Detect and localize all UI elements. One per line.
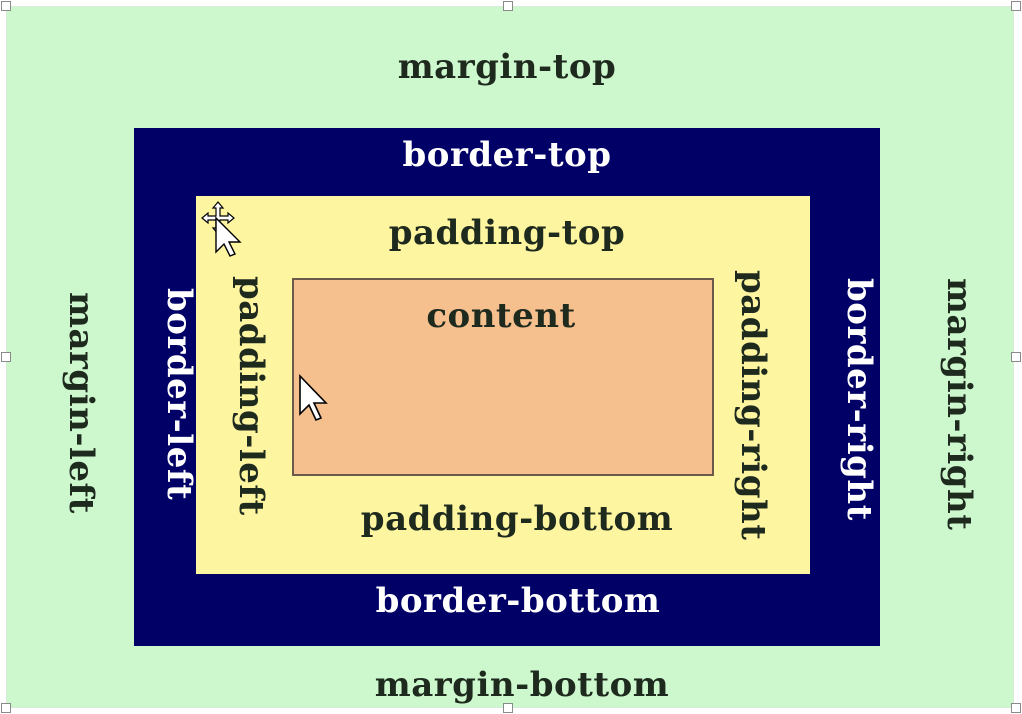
padding-right-label: padding-right — [733, 270, 773, 541]
arrow-cursor-icon — [299, 374, 328, 422]
margin-right-label: margin-right — [939, 278, 979, 531]
margin-bottom-label: margin-bottom — [374, 665, 670, 705]
content-label: content — [426, 296, 576, 336]
margin-left-label: margin-left — [61, 292, 101, 514]
resize-handle-bottom-right[interactable] — [1011, 703, 1021, 713]
resize-handle-top-left[interactable] — [1, 1, 11, 11]
resize-handle-bottom-center[interactable] — [503, 703, 513, 713]
padding-top-label: padding-top — [388, 213, 626, 253]
border-right-label: border-right — [839, 278, 879, 521]
resize-handle-middle-right[interactable] — [1011, 352, 1021, 362]
content-area — [292, 278, 714, 476]
resize-handle-middle-left[interactable] — [1, 352, 11, 362]
border-top-label: border-top — [402, 135, 612, 175]
padding-bottom-label: padding-bottom — [360, 499, 674, 539]
resize-handle-top-center[interactable] — [503, 1, 513, 11]
border-left-label: border-left — [159, 288, 199, 501]
margin-top-label: margin-top — [397, 47, 617, 87]
resize-handle-bottom-left[interactable] — [1, 703, 11, 713]
resize-handle-top-right[interactable] — [1011, 1, 1021, 11]
border-bottom-label: border-bottom — [375, 581, 661, 621]
padding-left-label: padding-left — [231, 276, 271, 516]
move-cursor-icon — [201, 201, 242, 257]
